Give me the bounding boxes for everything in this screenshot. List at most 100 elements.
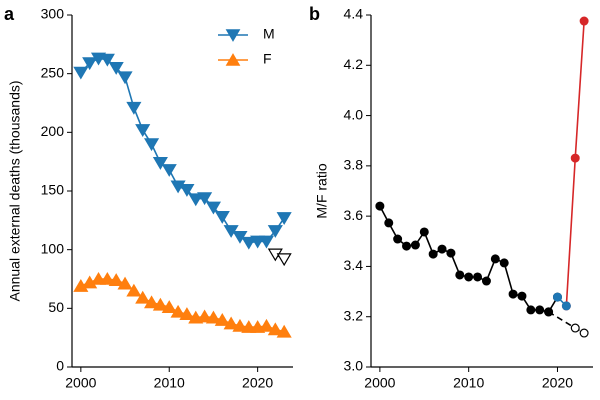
marker — [455, 270, 465, 280]
y-tick-label: 3.6 — [344, 207, 364, 223]
x-tick-label: 2010 — [154, 375, 185, 391]
marker — [258, 235, 275, 249]
marker — [276, 212, 292, 226]
marker — [117, 276, 133, 290]
marker — [570, 323, 580, 333]
marker — [481, 276, 491, 286]
marker — [446, 248, 456, 258]
panel-label: a — [4, 4, 15, 24]
y-tick-label: 150 — [41, 182, 65, 198]
series-line — [379, 205, 559, 313]
series-line — [80, 57, 285, 244]
marker — [419, 227, 429, 237]
y-tick-label: 3.0 — [344, 358, 364, 374]
y-tick-label: 4.4 — [344, 6, 364, 22]
marker — [223, 316, 239, 330]
marker — [161, 300, 177, 313]
marker — [82, 57, 98, 71]
x-tick-label: 2010 — [453, 375, 484, 391]
marker — [197, 309, 213, 323]
marker — [205, 310, 221, 324]
y-axis-label: M/F ratio — [314, 163, 330, 218]
y-axis-label: Annual external deaths (thousands) — [7, 80, 23, 301]
marker — [526, 305, 536, 315]
marker — [214, 211, 230, 224]
x-tick-label: 2000 — [364, 375, 395, 391]
marker — [276, 253, 292, 267]
legend-label: M — [263, 26, 275, 42]
marker — [267, 225, 283, 238]
y-tick-label: 200 — [41, 123, 65, 139]
marker — [579, 328, 589, 338]
y-tick-label: 50 — [48, 299, 64, 315]
marker — [232, 318, 248, 332]
marker — [117, 71, 133, 85]
marker — [170, 304, 186, 318]
marker — [437, 244, 447, 254]
marker — [152, 157, 168, 170]
marker — [267, 322, 283, 336]
marker — [393, 234, 403, 244]
series-line — [80, 278, 285, 333]
marker — [205, 201, 221, 215]
y-tick-label: 3.2 — [344, 307, 364, 323]
marker — [375, 201, 385, 211]
marker — [73, 66, 89, 80]
marker — [579, 16, 589, 26]
marker — [499, 258, 509, 268]
x-tick-label: 2020 — [242, 375, 273, 391]
marker — [108, 62, 124, 75]
marker — [241, 236, 257, 250]
marker — [258, 318, 275, 332]
marker — [188, 193, 204, 207]
marker — [552, 292, 562, 302]
x-tick-label: 2000 — [65, 375, 96, 391]
marker — [126, 283, 142, 297]
marker — [126, 101, 142, 115]
series-line — [565, 20, 585, 306]
marker — [561, 301, 571, 311]
marker — [99, 271, 115, 285]
marker — [402, 241, 412, 251]
marker — [508, 289, 518, 299]
legend-marker — [225, 29, 241, 42]
marker — [135, 290, 151, 304]
legend-label: F — [263, 51, 272, 67]
marker — [241, 320, 257, 333]
marker — [464, 272, 474, 282]
y-tick-label: 3.4 — [344, 257, 364, 273]
y-tick-label: 3.8 — [344, 157, 364, 173]
marker — [517, 291, 527, 301]
y-tick-label: 0 — [56, 358, 64, 374]
y-tick-label: 300 — [41, 6, 65, 22]
marker — [99, 53, 115, 67]
marker — [144, 138, 160, 152]
y-tick-label: 100 — [41, 240, 65, 256]
marker — [570, 153, 580, 163]
marker — [197, 192, 213, 206]
marker — [490, 254, 500, 264]
x-tick-label: 2020 — [542, 375, 573, 391]
marker — [535, 305, 545, 315]
marker — [428, 249, 438, 259]
marker — [250, 235, 266, 249]
legend-marker — [225, 53, 241, 66]
marker — [410, 240, 420, 250]
y-tick-label: 250 — [41, 64, 65, 80]
marker — [135, 124, 151, 138]
marker — [473, 272, 483, 282]
marker — [214, 313, 230, 326]
y-tick-label: 4.2 — [344, 56, 364, 72]
marker — [161, 164, 177, 177]
marker — [276, 324, 292, 338]
y-tick-label: 4.0 — [344, 106, 364, 122]
marker — [179, 307, 195, 320]
marker — [90, 271, 107, 285]
panel-label: b — [309, 4, 320, 24]
marker — [108, 273, 124, 286]
marker — [144, 295, 160, 309]
marker — [544, 307, 554, 317]
marker — [384, 218, 394, 228]
marker — [152, 297, 168, 311]
